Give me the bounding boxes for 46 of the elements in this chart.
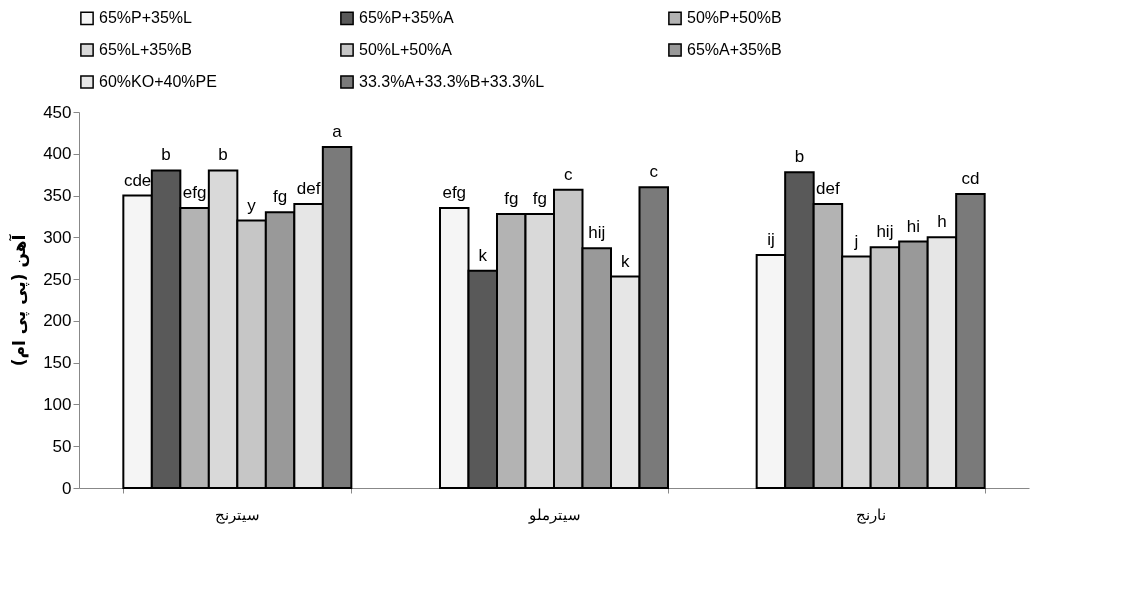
x-tick-label: سیترملو — [527, 506, 581, 524]
data-label: c — [564, 164, 573, 184]
legend-label: 33.3%A+33.3%B+33.3%L — [359, 73, 545, 90]
legend-label: 60%KO+40%PE — [99, 73, 217, 90]
data-label: fg — [504, 188, 519, 208]
legend-label: 65%L+35%B — [99, 41, 192, 58]
data-label: def — [816, 178, 841, 198]
x-tick-label: سیترنج — [215, 506, 261, 524]
data-label: fg — [272, 187, 288, 207]
y-axis-title: آهن (پی پی ام) — [8, 233, 31, 367]
legend-label: 65%P+35%L — [99, 9, 193, 27]
legend-label: 65%P+35%A — [359, 9, 455, 27]
data-label: hij — [588, 223, 606, 243]
data-label: c — [649, 162, 659, 182]
data-label: fg — [532, 188, 547, 208]
x-tick-label: نارنج — [856, 506, 887, 524]
data-label: h — [937, 212, 947, 232]
legend-label: 50%P+50%B — [687, 9, 782, 27]
legend-label: 50%L+50%A — [359, 41, 453, 58]
data-label: k — [478, 245, 488, 265]
y-tick-label: 50 — [52, 436, 72, 456]
data-label: def — [296, 178, 321, 198]
y-tick-label: 0 — [62, 478, 72, 498]
data-label: efg — [182, 183, 207, 203]
y-tick-label: 300 — [43, 227, 72, 247]
y-tick-label: 150 — [43, 353, 72, 373]
data-label: hi — [906, 216, 921, 236]
data-label: k — [621, 251, 630, 271]
data-label: y — [247, 195, 257, 215]
data-label: b — [218, 145, 228, 165]
legend-label: 65%A+35%B — [687, 41, 782, 58]
data-label: hij — [876, 222, 894, 242]
data-label: b — [161, 145, 171, 165]
y-tick-label: 400 — [43, 144, 72, 164]
y-tick-label: 350 — [43, 186, 72, 206]
data-label: b — [794, 147, 805, 167]
y-tick-label: 100 — [43, 394, 72, 414]
data-label: cde — [123, 170, 152, 190]
data-label: efg — [442, 183, 467, 203]
y-tick-label: 250 — [43, 269, 72, 289]
data-label: cd — [961, 168, 980, 188]
data-label: ij — [767, 229, 775, 249]
y-tick-label: 200 — [43, 311, 72, 331]
y-tick-label: 450 — [43, 102, 72, 122]
data-label: j — [853, 231, 859, 251]
data-label: a — [332, 122, 343, 142]
